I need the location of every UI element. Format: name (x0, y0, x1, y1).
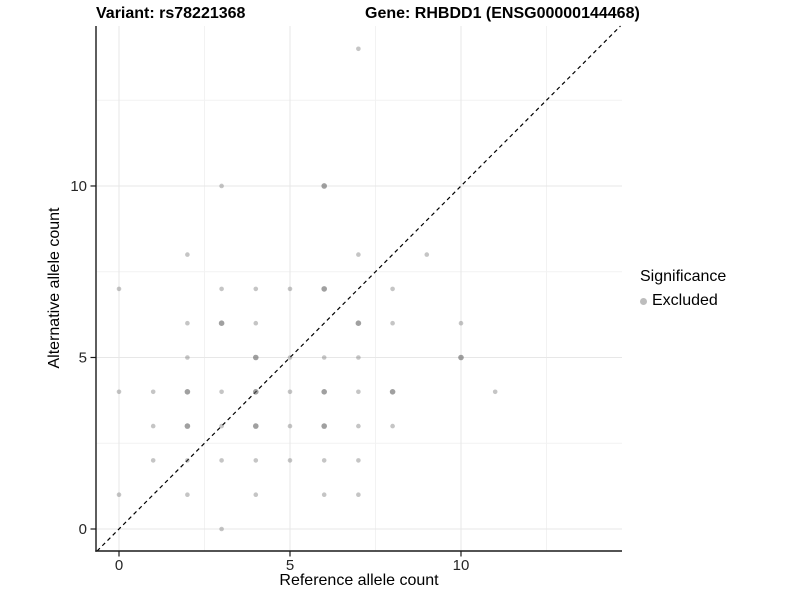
data-point (390, 286, 395, 292)
data-point (287, 458, 293, 463)
data-point (356, 252, 361, 257)
data-point (458, 320, 464, 326)
data-point (253, 458, 259, 463)
data-point (355, 320, 362, 326)
y-tick-label: 0 (79, 521, 87, 538)
data-point (458, 354, 464, 361)
y-axis-label: Alternative allele count (46, 207, 63, 369)
data-point (321, 423, 327, 429)
y-tick-label: 10 (70, 178, 87, 195)
data-point (184, 423, 191, 429)
x-tick-label: 10 (453, 557, 470, 574)
data-point (185, 355, 190, 360)
data-point (185, 458, 190, 463)
data-point (185, 252, 190, 257)
legend-title: Significance (640, 268, 727, 285)
data-point (287, 355, 293, 360)
data-point (424, 252, 430, 257)
data-point (150, 458, 156, 463)
data-point (219, 423, 224, 429)
legend: Significance Excluded (638, 268, 726, 310)
data-point (252, 388, 259, 395)
data-point (356, 423, 361, 429)
data-point (321, 286, 327, 292)
data-point (356, 355, 361, 360)
gene-title: Gene: RHBDD1 (ENSG00000144468) (365, 5, 640, 22)
data-point (321, 458, 327, 463)
data-point (356, 458, 361, 463)
data-point (150, 423, 156, 429)
legend-item-excluded: Excluded (638, 292, 726, 310)
y-tick-label: 5 (79, 349, 87, 366)
data-point (253, 320, 259, 326)
data-point (389, 388, 396, 395)
data-point (184, 388, 191, 395)
data-point (287, 286, 293, 292)
data-point (253, 492, 259, 497)
data-point (356, 389, 361, 395)
identity-line (96, 25, 621, 552)
legend-item-label: Excluded (652, 292, 718, 309)
data-point (218, 320, 225, 326)
data-point (116, 492, 122, 497)
data-point (253, 286, 259, 292)
data-point (219, 458, 224, 463)
data-point (287, 389, 293, 395)
data-point (321, 492, 327, 497)
data-point (150, 389, 156, 395)
data-point (252, 354, 259, 361)
data-point (321, 388, 327, 395)
data-point (219, 526, 224, 532)
excluded-point-icon (640, 297, 647, 305)
data-point (219, 389, 224, 395)
data-point (356, 46, 361, 52)
x-tick-label: 5 (286, 557, 294, 574)
data-point (356, 492, 361, 497)
data-point (219, 183, 224, 189)
variant-title: Variant: rs78221368 (96, 5, 246, 22)
data-point (287, 423, 293, 429)
data-point (185, 320, 190, 326)
data-point (116, 389, 122, 395)
data-point (116, 286, 122, 292)
data-point (219, 286, 224, 292)
data-point (321, 183, 327, 189)
data-point (390, 320, 395, 326)
x-tick-label: 0 (115, 557, 123, 574)
x-axis-label: Reference allele count (279, 572, 439, 589)
data-point (390, 423, 395, 429)
data-point (185, 492, 190, 497)
data-point (321, 355, 327, 360)
data-point (252, 423, 259, 429)
data-point (492, 389, 498, 395)
